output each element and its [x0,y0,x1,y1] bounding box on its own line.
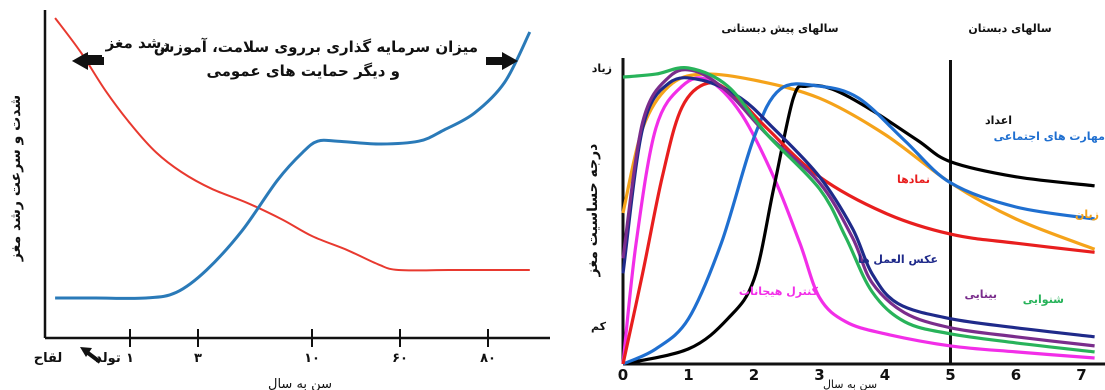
preschool-period-label: سالهای پیش دبستانی [721,22,838,35]
reactions-label: عکس العمل ها [858,253,938,266]
x-tick-label: 7 [1076,366,1086,384]
x-tick-label: 0 [618,366,628,384]
language-label: زبان [1075,208,1099,221]
investment-annotation-line2: و دیگر حمایت های عمومی [206,62,400,80]
x-tick-label: 1 [683,366,693,384]
investment-annotation-line1: میزان سرمایه گذاری برروی سلامت، آموزش [154,38,478,56]
y-high-label: زیاد [592,62,612,75]
x-tick-label: ۸۰ [480,351,496,366]
arrow-right-shaft [486,57,504,65]
x-tick-label: ۳ [194,351,202,366]
x-tick-label: 4 [880,366,890,384]
x-tick-label: ۱۰ [304,351,320,366]
x-tick-label: 5 [945,366,955,384]
x-tick-label: ۶۰ [392,351,408,366]
hearing-label: شنوایی [1023,293,1064,306]
investment-line [55,31,532,300]
hearing-line [622,66,1095,354]
x-tick-label: 6 [1011,366,1021,384]
vision-label: بینایی [964,288,997,301]
reactions-line [621,76,1095,339]
x-tick-label: 2 [749,366,759,384]
vision-line [621,67,1095,348]
y-axis-label: درجه حساسیت مغز [585,144,601,278]
emotion-control-line [621,76,1095,365]
birth-pointer-head [80,347,92,357]
arrow-left-icon [72,52,88,70]
numbers-line [622,83,1095,366]
symbols-label: نمادها [897,173,930,186]
x-tick-label: لقاح [34,351,63,366]
brain-investment-chart: لقاح تولد ۱ ۳ ۱۰ ۶۰ ۸۰ شدت و سرعت رشد مغز سن به … [8,10,550,390]
emotion-control-label: کنترل هیجانات [739,285,819,298]
arrow-right-icon [502,52,518,70]
arrow-left-shaft [86,57,104,65]
y-axis-label: شدت و سرعت رشد مغز [8,95,24,262]
x-tick-label: ۱ [126,351,134,366]
x-axis-label: سن به سال [268,377,332,390]
x-tick-label: 3 [814,366,824,384]
x-axis-label: سن به سال [823,378,877,390]
brain-growth-annotation: رشد مغز [105,34,170,52]
numbers-label: اعداد [985,114,1012,127]
brain-growth-line [54,17,530,272]
y-low-label: کم [591,320,607,333]
social-skills-label: مهارت های اجتماعی [994,130,1105,143]
school-period-label: سالهای دبستان [968,22,1051,35]
x-tick-label: تولد [95,351,120,366]
language-line [621,72,1096,251]
social-skills-line [622,82,1095,366]
